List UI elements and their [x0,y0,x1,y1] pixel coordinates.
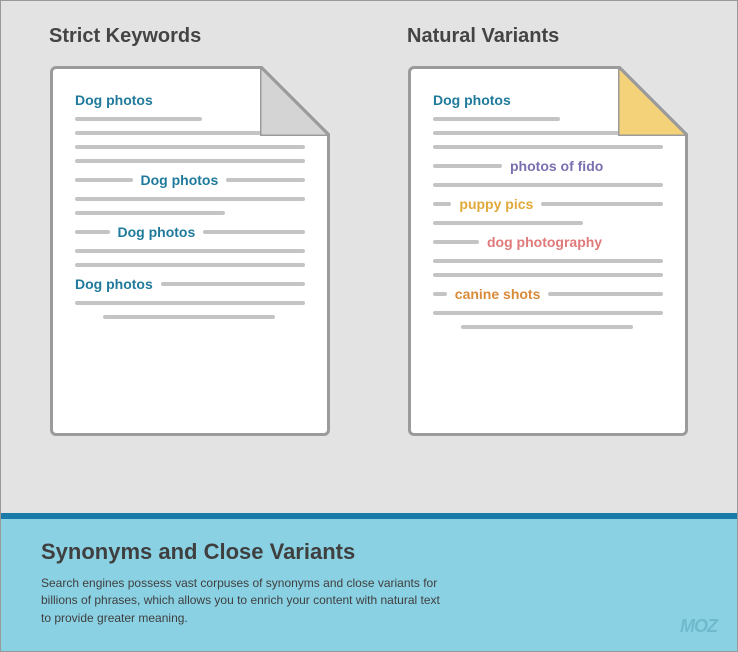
page-fold-icon [618,66,688,136]
moz-logo: MOZ [680,616,717,637]
keyword: photos of fido [510,159,603,173]
infographic-canvas: Strict Keywords Dog photos Dog photos [0,0,738,652]
keyword: dog photography [487,235,602,249]
keyword: Dog photos [141,173,219,187]
keyword: canine shots [455,287,541,301]
variants-document: Dog photos photos of fido puppy pics dog… [408,66,688,436]
natural-variants-column: Natural Variants Dog photos photos of fi… [399,25,697,501]
strict-document: Dog photos Dog photos Dog photos Dog pho… [50,66,330,436]
page-fold-icon [260,66,330,136]
keyword: Dog photos [433,93,511,107]
caption-panel: Synonyms and Close Variants Search engin… [1,519,737,651]
strict-keywords-column: Strict Keywords Dog photos Dog photos [41,25,339,501]
keyword: Dog photos [118,225,196,239]
keyword: puppy pics [459,197,533,211]
keyword: Dog photos [75,277,153,291]
top-area: Strict Keywords Dog photos Dog photos [1,1,737,513]
strict-title: Strict Keywords [49,25,201,48]
variants-title: Natural Variants [407,25,559,48]
keyword: Dog photos [75,93,153,107]
panel-title: Synonyms and Close Variants [41,539,697,565]
panel-body: Search engines possess vast corpuses of … [41,575,441,627]
